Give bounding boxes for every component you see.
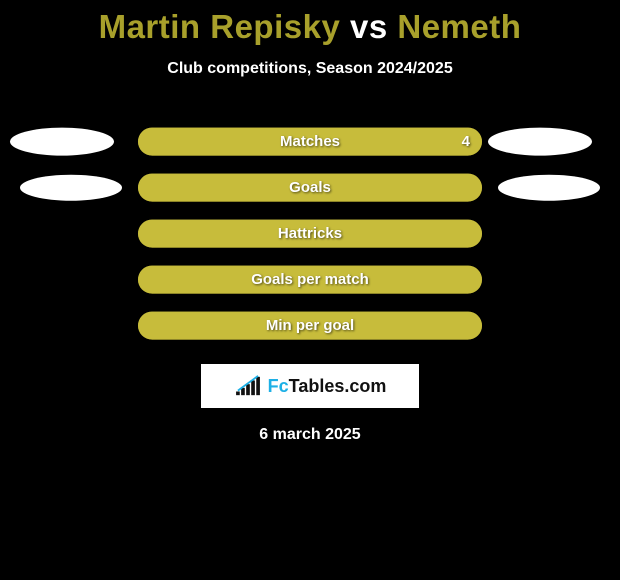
- stat-bar: Goals per match: [138, 266, 482, 294]
- stat-value: 4: [462, 133, 470, 150]
- logo-box: FcTables.com: [201, 364, 419, 408]
- logo-text: FcTables.com: [268, 376, 387, 397]
- right-ellipse: [498, 175, 600, 201]
- comparison-row: Hattricks: [0, 212, 620, 258]
- comparison-row: Goals: [0, 166, 620, 212]
- title-vs: vs: [340, 8, 397, 45]
- comparison-row: Goals per match: [0, 258, 620, 304]
- title-player-left: Martin Repisky: [99, 8, 341, 45]
- right-ellipse: [488, 128, 592, 156]
- stat-label: Goals per match: [138, 271, 482, 288]
- page-title: Martin Repisky vs Nemeth: [0, 0, 620, 46]
- stat-label: Hattricks: [138, 225, 482, 242]
- stat-bar: Matches4: [138, 128, 482, 156]
- left-ellipse: [20, 175, 122, 201]
- logo-prefix: Fc: [268, 376, 289, 397]
- subtitle: Club competitions, Season 2024/2025: [0, 60, 620, 78]
- left-ellipse: [10, 128, 114, 156]
- date-line: 6 march 2025: [0, 426, 620, 444]
- comparison-rows: Matches4 Goals Hattricks Goals per match Min…: [0, 120, 620, 350]
- stat-bar: Goals: [138, 174, 482, 202]
- logo-rest: Tables.com: [289, 376, 387, 397]
- stat-bar: Min per goal: [138, 312, 482, 340]
- stat-label: Matches: [138, 133, 482, 150]
- title-player-right: Nemeth: [397, 8, 521, 45]
- stat-label: Min per goal: [138, 317, 482, 334]
- stat-label: Goals: [138, 179, 482, 196]
- stat-bar: Hattricks: [138, 220, 482, 248]
- comparison-row: Min per goal: [0, 304, 620, 350]
- logo-bars-icon: [234, 375, 262, 397]
- comparison-row: Matches4: [0, 120, 620, 166]
